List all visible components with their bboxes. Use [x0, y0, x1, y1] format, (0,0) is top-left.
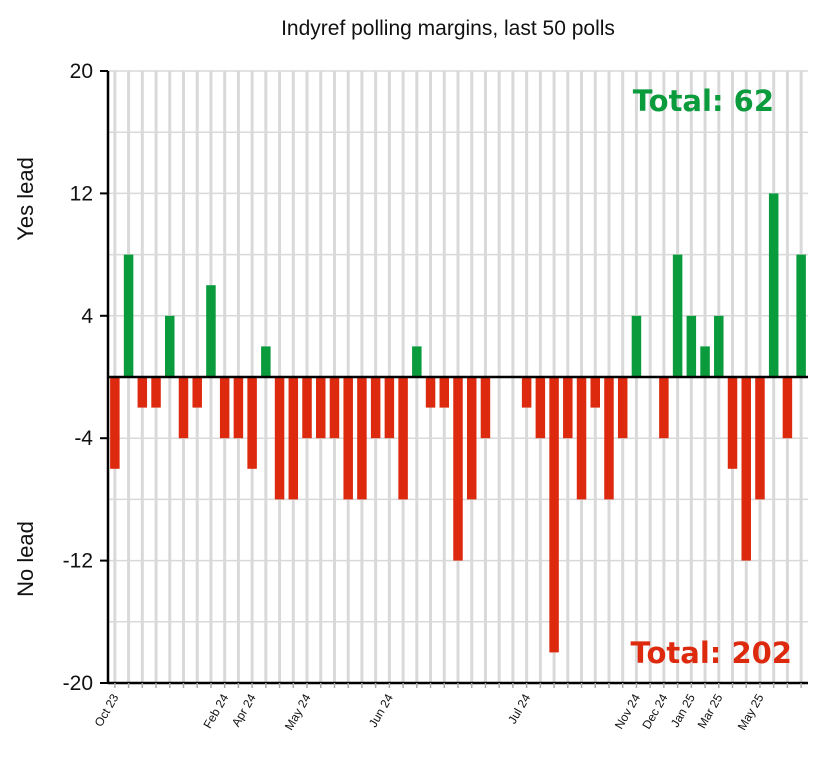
bar [549, 377, 559, 653]
bar [274, 377, 285, 500]
x-tick-label: Mar 25 [695, 691, 726, 731]
x-tick-label: Feb 24 [200, 691, 231, 731]
bar [604, 377, 614, 500]
bar [563, 377, 573, 439]
bar [288, 377, 299, 500]
x-tick-label: Dec 24 [639, 691, 670, 731]
chart-title: Indyref polling margins, last 50 polls [281, 17, 615, 40]
axes [100, 70, 808, 688]
bar [357, 377, 367, 500]
bar [315, 377, 326, 439]
bar [521, 377, 532, 408]
bar [137, 377, 148, 408]
bar [576, 377, 587, 500]
bar [206, 285, 216, 377]
bar [233, 377, 244, 439]
bar [329, 377, 340, 439]
bar [384, 377, 395, 439]
total-yes-annotation: Total: 62 [633, 84, 774, 118]
bar [110, 377, 120, 469]
x-tick-label: May 25 [735, 691, 767, 732]
bar [714, 315, 724, 377]
y-tick-label: -12 [63, 550, 93, 573]
bars [110, 193, 806, 653]
y-tick-labels: 20 12 4 -4 -12 -20 [63, 60, 94, 695]
bar [439, 377, 450, 408]
bar [302, 377, 312, 439]
x-tick-label: Nov 24 [612, 691, 643, 731]
bar [165, 315, 175, 377]
y-tick-label: -4 [74, 427, 93, 450]
x-tick-label: Oct 23 [92, 691, 122, 729]
x-tick-label: May 24 [282, 691, 314, 732]
bar [796, 254, 806, 377]
bar [466, 377, 477, 500]
bar [672, 254, 683, 377]
bar [480, 377, 491, 439]
bar [741, 377, 751, 561]
bar [768, 193, 779, 377]
y-tick-label: 12 [70, 182, 93, 205]
bar [343, 377, 353, 500]
bar [755, 377, 765, 500]
bar [151, 377, 161, 408]
bar [219, 377, 230, 439]
x-tick-label: Apr 24 [229, 691, 259, 729]
bar [178, 377, 189, 439]
bar [261, 346, 271, 377]
bar [686, 315, 697, 377]
bar [412, 346, 422, 377]
x-tick-label: Jun 24 [366, 691, 396, 729]
bar [425, 377, 436, 408]
y-tick-label: 4 [81, 305, 93, 328]
bar [247, 377, 257, 469]
bar [617, 377, 628, 439]
y-tick-label: -20 [63, 672, 93, 695]
bar [370, 377, 381, 439]
bar [192, 377, 202, 408]
bar [590, 377, 601, 408]
y-tick-label: 20 [70, 60, 93, 83]
x-tick-label: Jul 24 [505, 691, 533, 726]
y-axis-label-no-lead: No lead [13, 521, 38, 597]
bar [535, 377, 546, 439]
bar [453, 377, 463, 561]
bar [631, 315, 642, 377]
y-axis-label-yes-lead: Yes lead [13, 157, 38, 241]
bar [727, 377, 738, 469]
bar [123, 254, 134, 377]
total-no-annotation: Total: 202 [631, 636, 792, 670]
bar [782, 377, 793, 439]
bar [659, 377, 669, 439]
bar [700, 346, 710, 377]
bar [398, 377, 408, 500]
